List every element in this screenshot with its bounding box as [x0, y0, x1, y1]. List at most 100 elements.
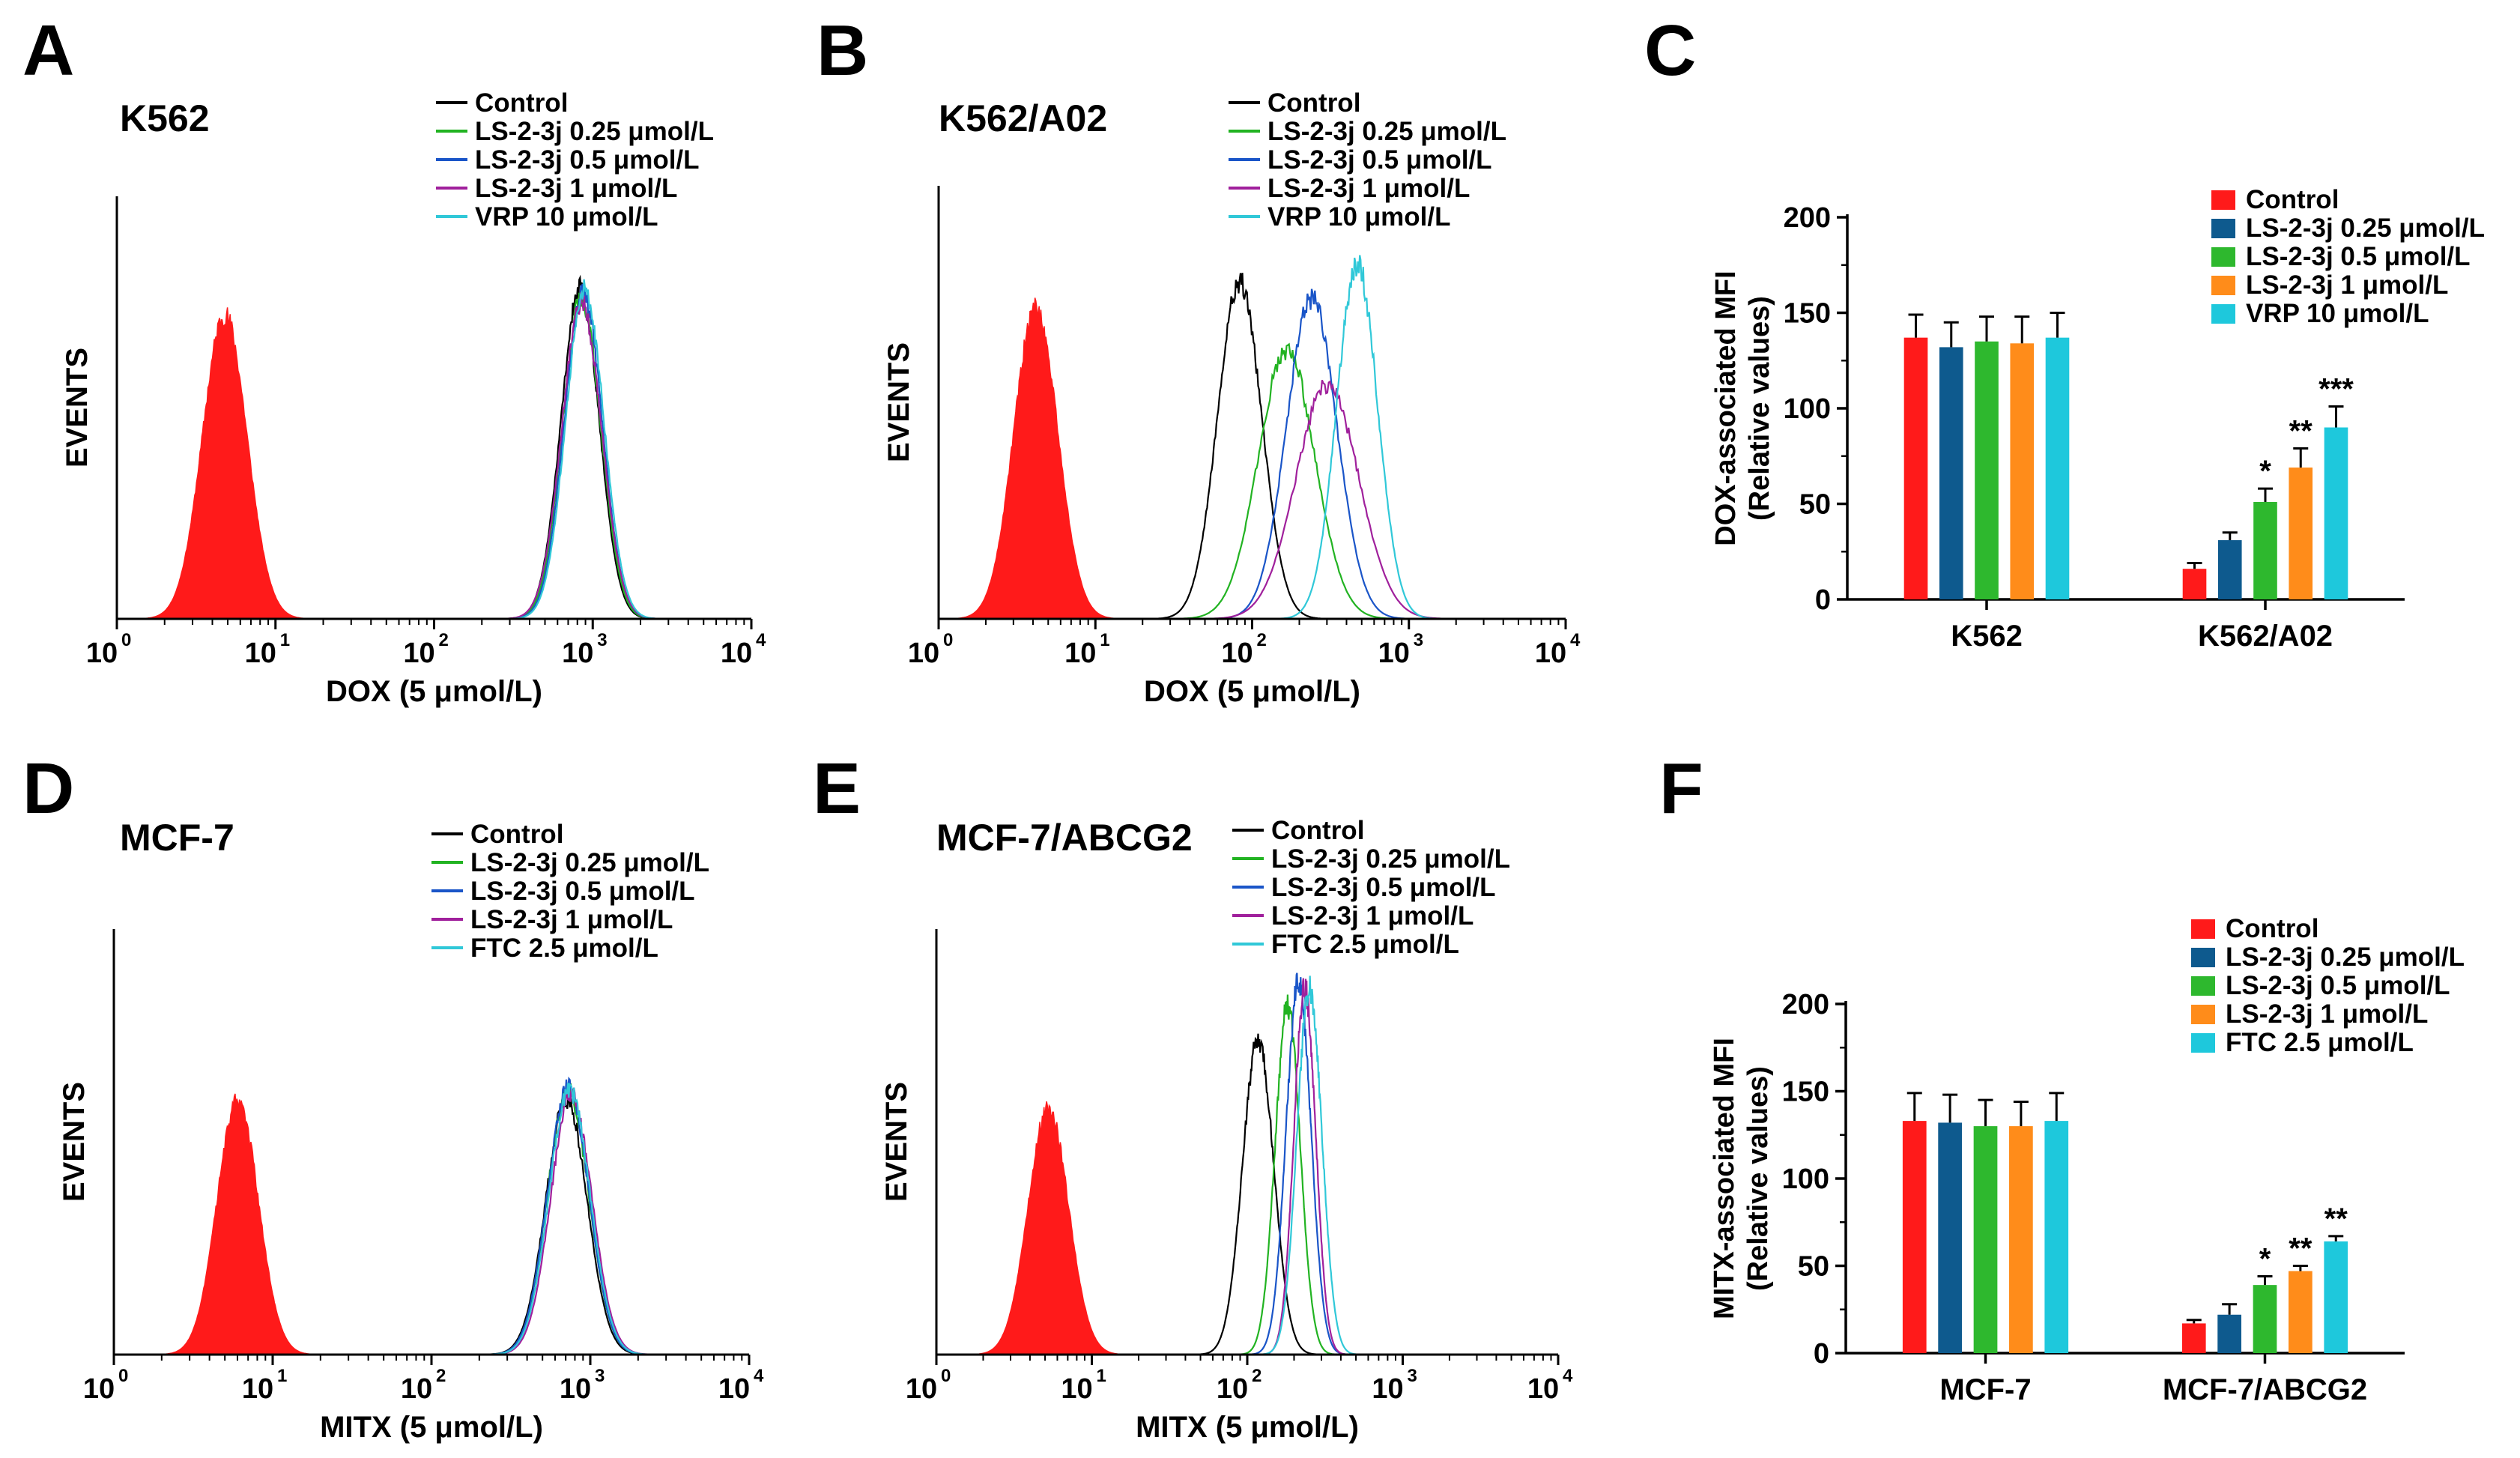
- bar: [2324, 427, 2348, 599]
- bar: [2289, 468, 2313, 599]
- x-tick-exponent: 3: [1408, 1366, 1417, 1386]
- cell-line-label: MCF-7/ABCG2: [936, 817, 1193, 859]
- legend-label: LS-2-3j 1 μmol/L: [1271, 901, 1473, 931]
- y-axis-label: EVENTS: [58, 1082, 91, 1202]
- y-axis-label: EVENTS: [61, 348, 94, 468]
- legend-label: LS-2-3j 0.5 μmol/L: [470, 877, 695, 906]
- legend-label: LS-2-3j 1 μmol/L: [2226, 999, 2428, 1029]
- legend-label: LS-2-3j 0.25 μmol/L: [2246, 214, 2485, 243]
- histogram-curve: [472, 292, 691, 620]
- histogram-curve: [1131, 342, 1442, 620]
- x-tick-exponent: 2: [1252, 1366, 1261, 1386]
- y-axis-label: EVENTS: [880, 1082, 913, 1202]
- x-tick-exponent: 4: [1570, 630, 1581, 650]
- x-tick-exponent: 3: [1414, 630, 1423, 650]
- cell-line-label: K562: [120, 97, 210, 139]
- significance-label: ***: [2318, 372, 2354, 405]
- y-tick-label: 150: [1782, 1077, 1829, 1108]
- legend-label: LS-2-3j 1 μmol/L: [1267, 174, 1470, 203]
- x-tick-label: 10: [403, 638, 434, 669]
- x-tick-label: 10: [906, 1373, 937, 1405]
- bar: [1973, 1126, 1998, 1353]
- legend-swatch: [2211, 190, 2235, 210]
- panel-letter: E: [813, 748, 861, 829]
- x-axis-label: MITX (5 μmol/L): [1136, 1411, 1359, 1444]
- y-tick-label: 50: [1798, 1251, 1829, 1283]
- x-tick-label: 10: [1221, 638, 1253, 669]
- unstained-histogram: [939, 297, 1157, 620]
- legend-label: LS-2-3j 1 μmol/L: [470, 905, 673, 934]
- x-category-label: K562: [1951, 620, 2023, 653]
- x-tick-exponent: 0: [941, 1366, 951, 1386]
- x-tick-exponent: 4: [754, 1366, 764, 1386]
- x-tick-exponent: 1: [1097, 1366, 1106, 1386]
- unstained-histogram: [937, 1101, 1160, 1355]
- legend-swatch: [2191, 1005, 2215, 1024]
- x-axis-label: DOX (5 μmol/L): [326, 675, 542, 708]
- bar: [1975, 341, 1999, 599]
- legend-label: LS-2-3j 1 μmol/L: [475, 174, 677, 203]
- y-tick-label: 0: [1815, 584, 1831, 616]
- legend-swatch: [2211, 247, 2235, 267]
- legend-swatch: [2191, 919, 2215, 939]
- x-tick-label: 10: [721, 638, 752, 669]
- bar: [2253, 1285, 2277, 1353]
- bar: [2253, 501, 2277, 599]
- legend-label: LS-2-3j 0.25 μmol/L: [1267, 117, 1506, 146]
- bar: [2045, 337, 2070, 599]
- legend-label: VRP 10 μmol/L: [2246, 299, 2429, 328]
- significance-label: *: [2259, 455, 2271, 488]
- significance-label: **: [2324, 1203, 2348, 1235]
- significance-label: *: [2259, 1242, 2271, 1275]
- histogram-curve: [1118, 273, 1360, 620]
- histogram-curve: [1173, 288, 1450, 620]
- y-tick-label: 100: [1784, 393, 1831, 425]
- x-tick-label: 10: [1064, 638, 1096, 669]
- x-tick-label: 10: [1527, 1373, 1559, 1405]
- x-category-label: K562/A02: [2198, 620, 2333, 653]
- cell-line-label: K562/A02: [939, 97, 1107, 139]
- panel-f: F 0 50 100 150 200 MITX-associated MFI (Relativ…: [1659, 748, 2465, 1406]
- x-tick-exponent: 0: [118, 1366, 128, 1386]
- bar: [2009, 1126, 2033, 1353]
- legend-swatch: [2191, 1033, 2215, 1053]
- x-tick-exponent: 0: [121, 630, 131, 650]
- legend-swatch: [2191, 948, 2215, 967]
- x-tick-label: 10: [242, 1373, 273, 1405]
- x-tick-label: 10: [908, 638, 939, 669]
- legend-label: Control: [2246, 185, 2339, 214]
- legend-label: FTC 2.5 μmol/L: [470, 934, 658, 963]
- x-tick-label: 10: [718, 1373, 750, 1405]
- unstained-histogram: [117, 307, 347, 620]
- legend-label: LS-2-3j 0.25 μmol/L: [1271, 844, 1510, 874]
- panel-letter: F: [1659, 748, 1703, 829]
- bar: [1902, 1121, 1927, 1353]
- histogram-curve: [475, 274, 685, 620]
- x-tick-label: 10: [83, 1373, 115, 1405]
- y-axis-label: EVENTS: [882, 342, 915, 462]
- bar: [2217, 1314, 2241, 1353]
- legend-label: Control: [470, 820, 563, 849]
- histogram-curve: [478, 283, 688, 620]
- x-tick-label: 10: [1378, 638, 1410, 669]
- x-tick-label: 10: [86, 638, 118, 669]
- legend-label: FTC 2.5 μmol/L: [1271, 930, 1459, 959]
- legend-label: VRP 10 μmol/L: [475, 202, 658, 232]
- bar: [1938, 1122, 1962, 1353]
- legend-label: VRP 10 μmol/L: [1267, 202, 1450, 232]
- significance-label: **: [2289, 415, 2313, 448]
- x-axis-label: DOX (5 μmol/L): [1144, 675, 1360, 708]
- x-category-label: MCF-7/ABCG2: [2163, 1373, 2367, 1406]
- histogram-curve: [1230, 972, 1367, 1356]
- legend-label: LS-2-3j 0.25 μmol/L: [2226, 943, 2465, 972]
- legend-label: LS-2-3j 0.5 μmol/L: [1267, 145, 1492, 175]
